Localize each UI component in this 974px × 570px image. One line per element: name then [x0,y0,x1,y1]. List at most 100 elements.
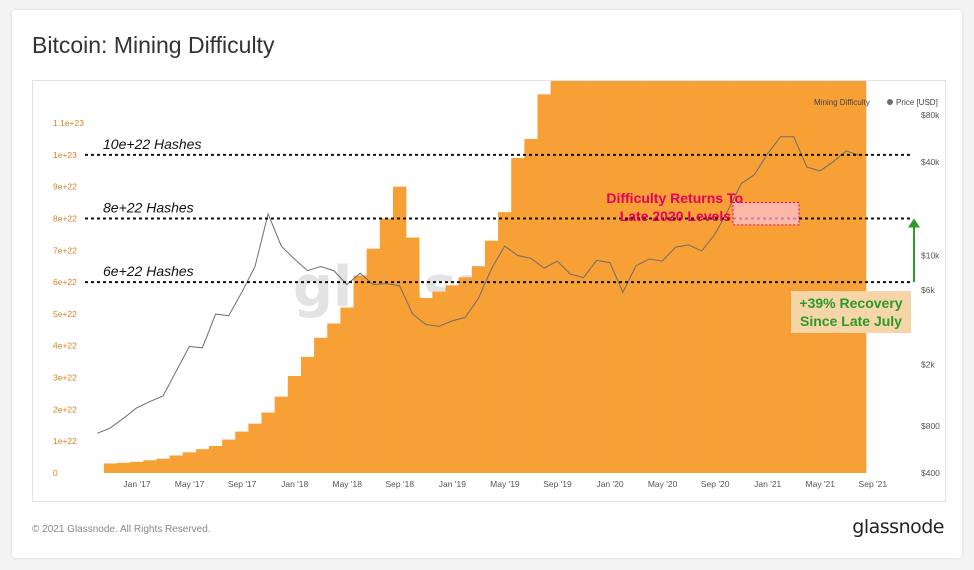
difficulty-bar [156,458,170,473]
difficulty-bar [445,285,459,473]
difficulty-bar [379,218,394,473]
pink-annotation-line1: Difficulty Returns To [606,190,743,206]
difficulty-bar [169,455,183,473]
x-axis-tick: Jan '19 [439,479,466,489]
left-axis-tick: 3e+22 [53,373,77,383]
difficulty-bar [852,81,867,473]
left-axis-tick: 2e+22 [53,404,77,414]
difficulty-bar [682,81,696,473]
difficulty-bar [300,356,315,473]
difficulty-bar [471,266,486,473]
x-axis-tick: Jan '21 [754,479,781,489]
recovery-box [791,291,911,333]
difficulty-bar [655,81,670,473]
reference-line-label: 6e+22 Hashes [103,263,194,279]
difficulty-bar [484,240,499,473]
legend-swatch-difficulty [805,99,811,105]
left-axis-tick: 1e+22 [53,436,77,446]
difficulty-bar [563,81,578,473]
difficulty-bar [287,375,302,473]
difficulty-bar [143,460,157,473]
right-axis-tick: $40k [921,157,940,167]
difficulty-bar [406,237,420,473]
price-line [97,136,860,434]
difficulty-bar [314,337,328,473]
x-axis-tick: Jan '17 [123,479,150,489]
difficulty-bar [787,81,801,473]
difficulty-bar [721,81,735,473]
right-axis-tick: $6k [921,285,935,295]
difficulty-bar [182,452,197,473]
right-axis-tick: $2k [921,359,935,369]
brand-logo: glassnode [852,516,944,538]
chart-title: Bitcoin: Mining Difficulty [32,32,275,58]
difficulty-bar [760,81,775,473]
late-2020-highlight-box [732,202,800,226]
difficulty-bar [340,307,354,473]
green-annotation-line2: Since Late July [800,313,902,329]
difficulty-bar [708,81,722,473]
difficulty-bar [195,449,210,473]
difficulty-bar [668,81,683,474]
x-axis-tick: May '20 [648,479,678,489]
difficulty-bar [826,81,840,473]
left-axis-tick: 6e+22 [53,277,77,287]
legend-swatch-price [887,99,893,105]
x-axis-tick: Sep '20 [701,479,730,489]
left-axis-tick: 4e+22 [53,341,77,351]
x-axis-tick: Sep '19 [543,479,572,489]
difficulty-bar [130,461,144,473]
difficulty-bar [813,81,827,473]
legend-label-difficulty: Mining Difficulty [814,98,870,107]
difficulty-bar [261,412,275,473]
difficulty-bar [248,423,262,473]
left-axis-tick: 1.1e+23 [53,118,84,128]
x-axis-tick: May '18 [332,479,362,489]
x-axis-tick: Sep '18 [386,479,415,489]
difficulty-bar [366,248,381,473]
difficulty-bar [590,81,604,474]
left-axis-tick: 7e+22 [53,245,77,255]
pink-annotation-line2: Late 2020 Levels [620,208,732,224]
difficulty-bar [774,81,788,473]
difficulty-bar [537,94,551,473]
difficulty-bar [235,431,249,473]
legend-label-price: Price [USD] [896,98,938,107]
x-axis-tick: May '19 [490,479,520,489]
difficulty-bar [511,158,525,473]
right-axis-tick: $400 [921,468,940,478]
difficulty-bar [432,291,446,473]
difficulty-bar [629,81,643,473]
difficulty-bar [839,81,854,474]
difficulty-bar [392,186,407,473]
difficulty-bar [616,81,630,473]
left-axis-tick: 0 [53,468,58,478]
difficulty-bar [747,81,762,473]
chart-card: Bitcoin: Mining Difficulty glassnode 10e… [12,10,962,558]
difficulty-bar [734,81,749,473]
x-axis-tick: Sep '21 [859,479,888,489]
green-annotation-line1: +39% Recovery [799,295,902,311]
right-axis-tick: $800 [921,421,940,431]
difficulty-bar [524,138,538,473]
difficulty-bar [208,445,223,473]
difficulty-bar [274,396,289,473]
left-axis-tick: 5e+22 [53,309,77,319]
reference-line-label: 8e+22 Hashes [103,199,194,215]
difficulty-bar [498,212,512,473]
difficulty-bar [327,323,341,473]
left-axis-tick: 8e+22 [53,213,77,223]
difficulty-bar [550,81,565,473]
difficulty-bar [353,275,367,473]
difficulty-bar [103,463,118,473]
x-axis-tick: Jan '20 [596,479,623,489]
copyright: © 2021 Glassnode. All Rights Reserved. [32,524,211,535]
difficulty-bar [603,81,617,473]
x-axis-tick: May '17 [175,479,205,489]
difficulty-bar [695,81,709,473]
difficulty-bar [419,298,433,473]
difficulty-bar [458,277,473,473]
x-axis-tick: Sep '17 [228,479,257,489]
